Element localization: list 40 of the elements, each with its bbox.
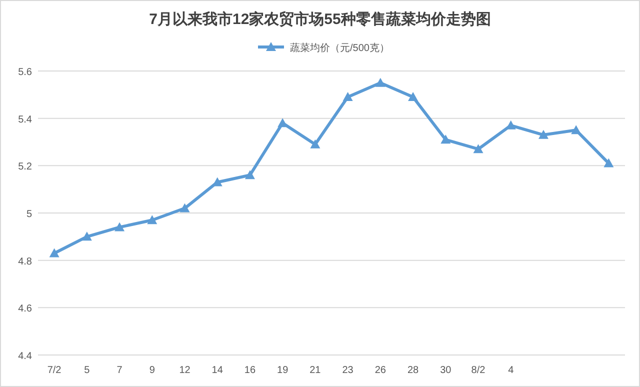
x-tick-label: 16	[244, 365, 256, 376]
point	[82, 232, 92, 241]
chart-title: 7月以来我市12家农贸市场55种零售蔬菜均价走势图	[149, 10, 491, 28]
point	[473, 144, 484, 154]
point	[244, 170, 255, 180]
x-tick-label: 28	[407, 365, 420, 376]
point	[538, 130, 548, 139]
point	[114, 222, 125, 232]
x-tick-label: 7/2	[47, 365, 62, 376]
point	[310, 139, 320, 148]
x-tick-label: 14	[212, 365, 224, 376]
x-tick-label: 19	[277, 365, 289, 376]
point	[375, 78, 386, 87]
point	[342, 92, 353, 102]
point	[604, 158, 614, 168]
y-tick-label: 5.4	[18, 114, 32, 126]
y-tick-label: 4.6	[18, 304, 32, 315]
x-tick-label: 8/2	[471, 365, 486, 376]
point	[571, 125, 582, 134]
x-tick-label: 7	[116, 365, 123, 376]
point	[278, 118, 288, 128]
x-tick-label: 30	[440, 365, 452, 376]
x-tick-label: 21	[310, 365, 322, 376]
point	[180, 203, 190, 212]
point	[408, 92, 418, 102]
x-tick-label: 12	[179, 365, 191, 376]
y-tick-label: 5	[26, 209, 32, 220]
point	[147, 215, 158, 224]
x-tick-label: 26	[374, 365, 386, 376]
y-tick-label: 5.2	[18, 162, 32, 173]
y-tick-label: 4.4	[18, 351, 32, 362]
y-tick-label: 4.8	[18, 256, 32, 268]
x-tick-label: 5	[84, 365, 90, 376]
x-tick-label: 9	[149, 365, 156, 376]
legend-label: 蔬菜均价（元/500克）	[290, 42, 390, 54]
x-tick-label: 23	[342, 365, 354, 376]
y-tick-label: 5.6	[18, 67, 32, 78]
point	[49, 248, 60, 258]
point	[440, 134, 451, 144]
x-tick-label: 4	[508, 365, 514, 376]
